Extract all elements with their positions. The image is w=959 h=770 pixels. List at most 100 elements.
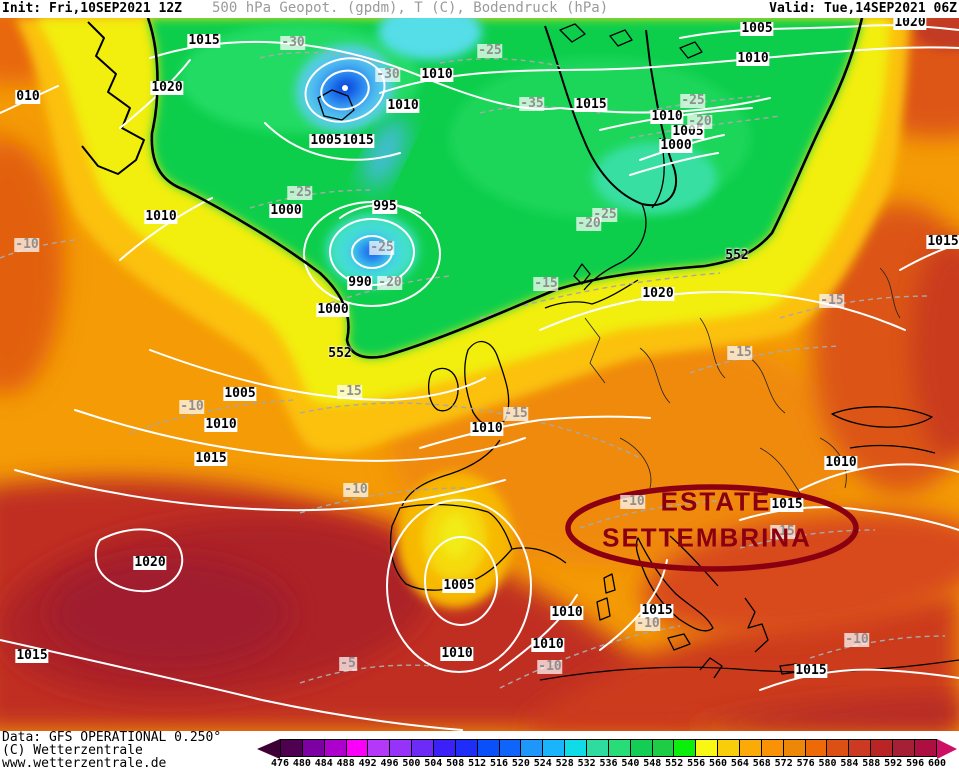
colorbar-tick: 524 <box>533 758 552 769</box>
colorbar-box <box>390 740 413 756</box>
colorbar-box <box>783 740 806 756</box>
temperature-label: -25 <box>477 43 503 58</box>
pressure-label: 1010 <box>204 417 238 432</box>
colorbar-box <box>608 740 631 756</box>
colorbar-box <box>324 740 347 756</box>
pressure-label: 1015 <box>574 97 608 112</box>
data-source-text: Data: GFS OPERATIONAL 0.250° <box>2 730 222 745</box>
temperature-label: -20 <box>377 275 403 290</box>
colorbar-tick: 488 <box>336 758 355 769</box>
colorbar-tick: 528 <box>555 758 574 769</box>
temperature-label: -30 <box>280 35 306 50</box>
pressure-label: 1005 <box>309 133 343 148</box>
pressure-label: 1010 <box>420 67 454 82</box>
colorbar-tick: 568 <box>752 758 771 769</box>
colorbar-tick: 576 <box>796 758 815 769</box>
pressure-label: 1010 <box>144 209 178 224</box>
pressure-label: 1015 <box>770 497 804 512</box>
colorbar-tick: 516 <box>489 758 509 769</box>
colorbar-tick: 476 <box>270 758 290 769</box>
colorbar-tick: 492 <box>358 758 377 769</box>
contour-552 <box>146 18 864 359</box>
footer-bar: Data: GFS OPERATIONAL 0.250° (C) Wetterz… <box>0 731 959 770</box>
colorbar-tick: 572 <box>774 758 793 769</box>
temperature-label: -10 <box>620 494 646 509</box>
credits: Data: GFS OPERATIONAL 0.250° (C) Wetterz… <box>0 731 959 770</box>
colorbar-box <box>805 740 828 756</box>
colorbar-tick: 592 <box>884 758 903 769</box>
colorbar-box <box>434 740 456 756</box>
temperature-label: -25 <box>369 240 395 255</box>
pressure-label: 1020 <box>133 555 167 570</box>
pressure-label: 1010 <box>531 637 565 652</box>
colorbar-box <box>521 740 544 756</box>
pressure-label: 1005 <box>223 386 257 401</box>
copyright-text: (C) Wetterzentrale <box>2 743 143 758</box>
geopotential-label: 552 <box>328 346 352 361</box>
colorbar-box <box>696 740 719 756</box>
pressure-label: 1000 <box>269 203 303 218</box>
temperature-label: -35 <box>519 96 545 111</box>
pressure-label: 1020 <box>893 18 927 30</box>
website-text: www.wetterzentrale.de <box>2 756 167 770</box>
temperature-label: -30 <box>375 67 401 82</box>
weather-map: 010 1020 1015 1010 1010 1005 1015 995 1000 1010 10… <box>0 18 959 731</box>
pressure-label: 1020 <box>150 80 184 95</box>
pressure-label: 1010 <box>824 455 858 470</box>
pressure-label: 1015 <box>187 33 221 48</box>
pressure-label: 1005 <box>442 578 476 593</box>
colorbar-box <box>499 740 522 756</box>
colorbar-tick: 580 <box>818 758 837 769</box>
colorbar-box <box>630 740 653 756</box>
pressure-label: 1015 <box>794 663 828 678</box>
colorbar-box <box>718 740 741 756</box>
init-datetime: Init: Fri,10SEP2021 12Z <box>2 1 183 16</box>
map-labels-layer: 010 1020 1015 1010 1010 1005 1015 995 1000 1010 10… <box>0 18 959 731</box>
colorbar-boxes <box>280 739 937 757</box>
annotation-line2: SETTEMBRINA <box>602 522 812 553</box>
colorbar-tick: 552 <box>665 758 684 769</box>
temperature-label: -10 <box>844 632 870 647</box>
colorbar-tick: 600 <box>927 758 947 769</box>
header-bar: Init: Fri,10SEP2021 12Z 500 hPa Geopot. … <box>0 0 959 18</box>
colorbar-box <box>761 740 784 756</box>
colorbar-box <box>740 740 762 756</box>
colorbar-tick: 520 <box>511 758 530 769</box>
colorbar-box <box>346 740 369 756</box>
colorbar-left-arrow <box>257 739 280 759</box>
temperature-label: -15 <box>503 406 529 421</box>
colorbar-box <box>674 740 697 756</box>
colorbar-box <box>871 740 894 756</box>
pressure-label: 1000 <box>659 138 693 153</box>
pressure-label: 1015 <box>926 234 959 249</box>
colorbar-box <box>368 740 391 756</box>
colorbar-box <box>543 740 566 756</box>
pressure-label: 995 <box>372 199 398 214</box>
pressure-label: 1010 <box>550 605 584 620</box>
colorbar-tick: 496 <box>380 758 399 769</box>
pressure-label: 1010 <box>650 109 684 124</box>
temperature-label: -5 <box>339 656 357 671</box>
pressure-label: 1010 <box>440 646 474 661</box>
temperature-label: -10 <box>343 482 369 497</box>
annotation-ellipse <box>565 484 859 572</box>
pressure-label: 1020 <box>641 286 675 301</box>
temperature-label: -25 <box>287 185 313 200</box>
colorbar-box <box>893 740 915 756</box>
temperature-label: -10 <box>179 399 205 414</box>
pressure-label: 1000 <box>316 302 350 317</box>
colorbar-tick: 556 <box>687 758 706 769</box>
colorbar-tick: 596 <box>906 758 925 769</box>
colorbar-tick: 584 <box>840 758 859 769</box>
temperature-label: -15 <box>533 276 559 291</box>
colorbar-tick-labels: 476 480 484 488 492 496 500 504 508 512 516 520 524 5… <box>271 758 946 770</box>
colorbar-tick: 480 <box>292 758 311 769</box>
colorbar-box <box>587 740 609 756</box>
map-canvas <box>0 18 959 731</box>
colorbar-box <box>412 740 435 756</box>
colorbar-tick: 512 <box>468 758 487 769</box>
colorbar-right-arrow <box>937 739 957 759</box>
temperature-label: -15 <box>727 345 753 360</box>
temperature-label: -20 <box>687 114 713 129</box>
colorbar-box <box>302 740 325 756</box>
